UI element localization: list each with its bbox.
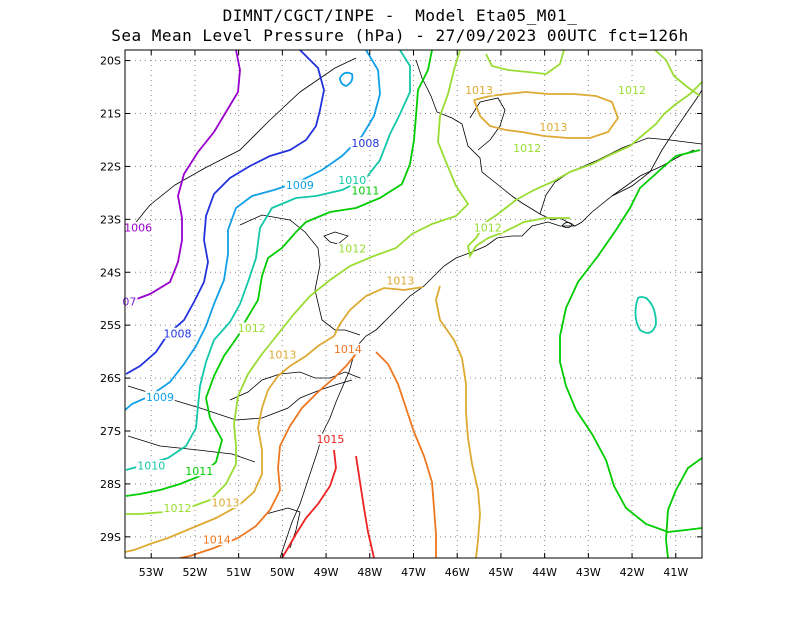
isobar-1010	[125, 50, 411, 471]
isobar-1009	[125, 50, 381, 411]
x-tick-label: 45W	[488, 566, 513, 579]
x-tick-label: 53W	[139, 566, 164, 579]
contour-label: 1014	[203, 534, 231, 547]
y-tick-label: 28S	[100, 478, 121, 491]
isobar-1011	[125, 50, 433, 497]
contour-label-bg	[210, 497, 241, 509]
contour-label-bg	[538, 121, 569, 133]
contour-label: 1013	[212, 497, 240, 510]
contour-label: 1012	[618, 84, 646, 97]
contour-label-bg	[267, 348, 298, 360]
contour-label-bg	[136, 460, 167, 472]
plot-frame	[124, 49, 703, 559]
map-subtitle: Sea Mean Level Pressure (hPa) - 27/09/20…	[111, 26, 689, 45]
isobar-1011b	[559, 149, 702, 533]
y-tick-label: 24S	[100, 266, 121, 279]
contour-label-bg	[337, 243, 368, 255]
y-tick-label: 26S	[100, 372, 121, 385]
contour-label: 1011	[185, 465, 213, 478]
isobar-1014b	[179, 353, 357, 558]
y-tick-label: 20S	[100, 55, 121, 68]
isobar-1013	[125, 286, 424, 553]
contour-label: 1010	[137, 460, 165, 473]
x-tick-label: 51W	[226, 566, 251, 579]
contour-label-bg	[201, 534, 232, 546]
isobar-1012c	[467, 81, 702, 259]
contour-labels: 1006071008100810091009101010101011101110…	[121, 84, 648, 547]
contour-label: 1012	[163, 502, 191, 515]
contour-label-bg	[162, 502, 193, 514]
y-tick-label: 22S	[100, 160, 121, 173]
isobar-1012-closed	[634, 296, 657, 334]
x-tick-label: 49W	[314, 566, 339, 579]
contour-label-bg	[337, 174, 368, 186]
x-tick-label: 41W	[663, 566, 688, 579]
contour-label: 1014	[334, 343, 362, 356]
isobar-1009-closed	[339, 71, 354, 87]
isobars	[125, 50, 702, 558]
contour-label: 07	[122, 296, 136, 309]
isobar-1013c	[473, 91, 620, 139]
contour-label: 1010	[338, 174, 366, 187]
contour-label-bg	[332, 343, 363, 355]
contour-label: 1013	[386, 274, 414, 287]
x-tick-label: 46W	[445, 566, 470, 579]
contour-label: 1009	[146, 391, 174, 404]
contour-label-bg	[121, 296, 138, 307]
y-tick-label: 23S	[100, 213, 121, 226]
contour-label: 1008	[351, 137, 379, 150]
axis-ticks: 53W 52W 51W 50W 49W 48W 47W 46W 45W 44W 43W 42W 41W 2…	[100, 50, 702, 579]
isobar-1012d	[654, 50, 701, 97]
x-tick-label: 42W	[620, 566, 645, 579]
contour-label-bg	[472, 221, 503, 233]
contour-label: 1015	[316, 433, 344, 446]
isobar-1012	[126, 50, 470, 515]
contour-label: 1012	[238, 322, 266, 335]
contour-label-bg	[385, 274, 416, 286]
coastline	[127, 57, 702, 558]
contour-label: 1006	[124, 221, 152, 234]
contour-label: 1013	[268, 348, 296, 361]
contour-label-bg	[512, 142, 543, 154]
y-tick-label: 29S	[100, 531, 121, 544]
isobar-1013b	[435, 285, 481, 558]
contour-label-bg	[144, 391, 175, 403]
contour-label: 1013	[465, 84, 493, 97]
contour-label-bg	[184, 465, 215, 477]
isobar-1014	[375, 351, 437, 558]
isobar-1015b	[355, 455, 375, 558]
x-tick-label: 47W	[401, 566, 426, 579]
contour-label: 1013	[539, 121, 567, 134]
contour-label-bg	[284, 179, 315, 191]
contour-label-bg	[236, 322, 267, 334]
contour-label-bg	[464, 84, 495, 96]
y-tick-label: 21S	[100, 108, 121, 121]
contour-label: 1011	[351, 184, 379, 197]
contour-label: 1008	[163, 327, 191, 340]
contour-label-bg	[350, 137, 381, 149]
contour-label-bg	[315, 433, 346, 445]
contour-label: 1012	[474, 221, 502, 234]
grid-lines	[125, 50, 702, 558]
isobar-1011c	[665, 457, 702, 558]
isobar-1006	[125, 50, 241, 303]
x-tick-label: 48W	[357, 566, 382, 579]
y-tick-label: 27S	[100, 425, 121, 438]
contour-label-bg	[350, 184, 381, 196]
x-tick-label: 43W	[576, 566, 601, 579]
contour-label: 1012	[513, 142, 541, 155]
isobar-1015	[281, 449, 337, 558]
isobar-1012b	[485, 50, 565, 75]
contour-label: 1009	[286, 179, 314, 192]
contour-label-bg	[162, 327, 193, 339]
contour-label: 1012	[338, 243, 366, 256]
x-tick-label: 44W	[532, 566, 557, 579]
x-tick-label: 50W	[270, 566, 295, 579]
map-title: DIMNT/CGCT/INPE - Model Eta05_M01_	[222, 6, 578, 25]
y-tick-label: 25S	[100, 319, 121, 332]
contour-label-bg	[617, 84, 648, 96]
x-tick-label: 52W	[183, 566, 208, 579]
contour-label-bg	[123, 221, 154, 233]
